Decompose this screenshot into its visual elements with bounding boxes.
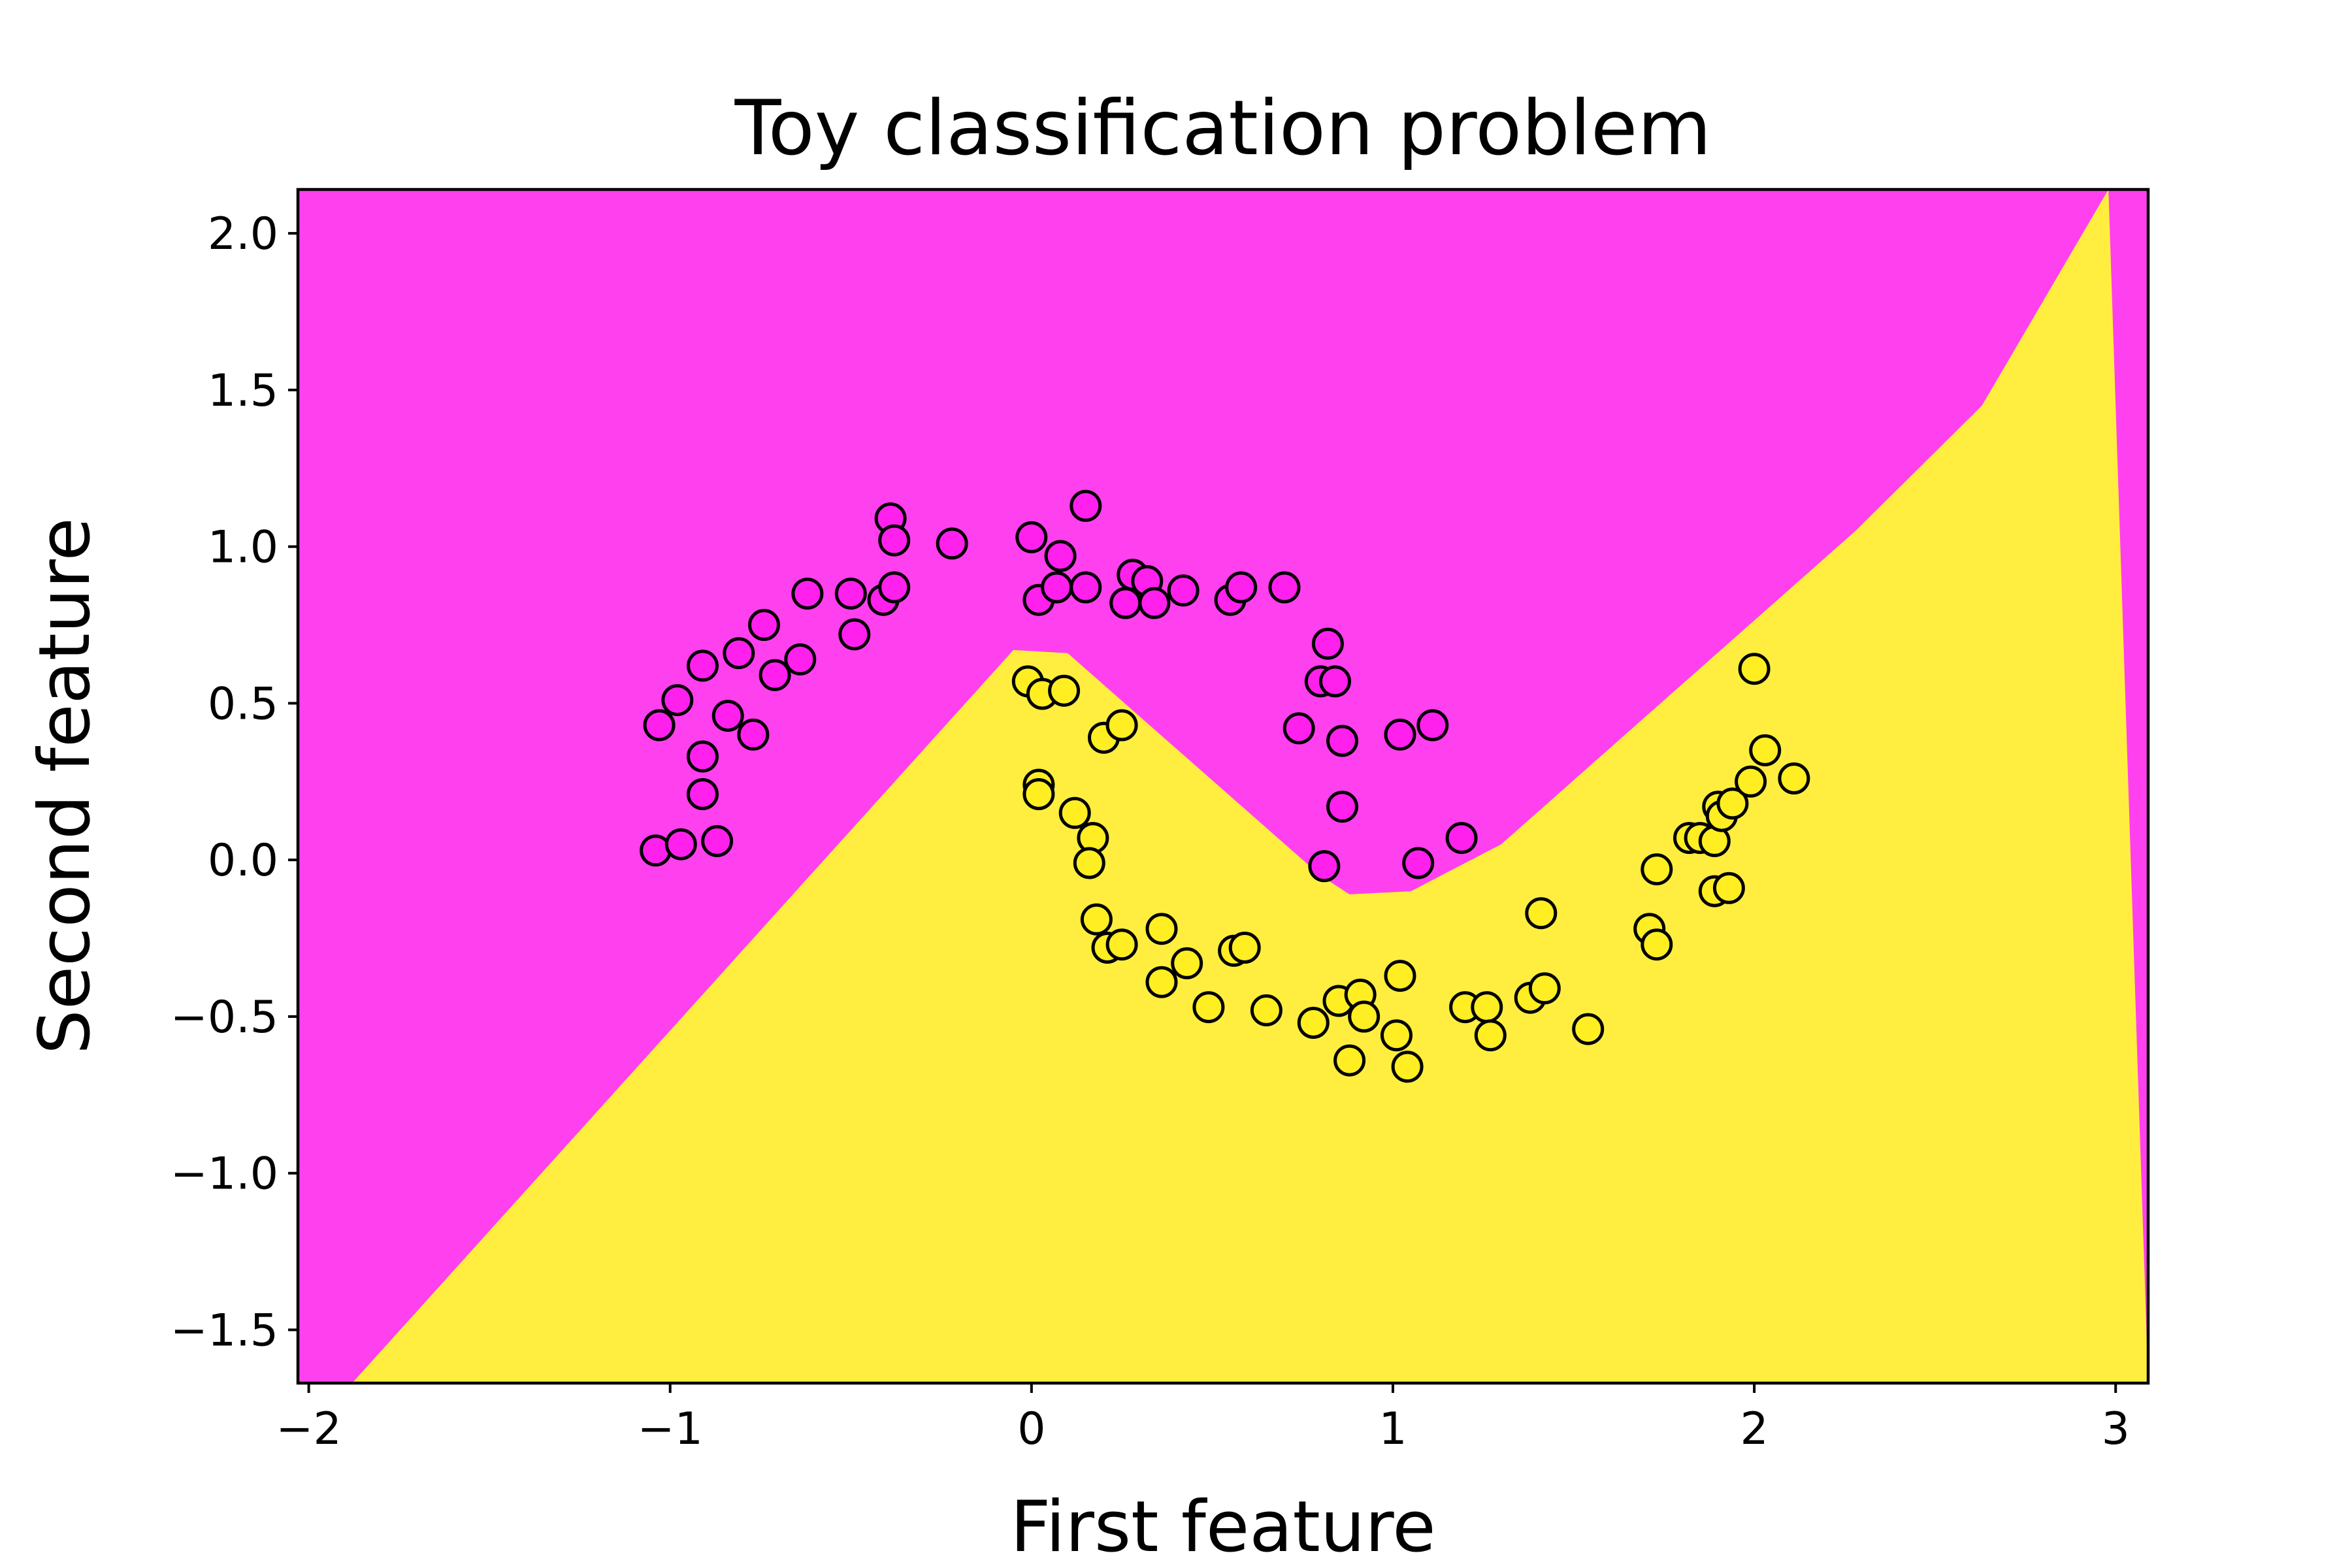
data-point-class-0 xyxy=(661,684,694,717)
data-point-class-1 xyxy=(1471,991,1503,1024)
y-tick-label: 1.5 xyxy=(208,365,278,417)
data-point-class-1 xyxy=(1348,1000,1380,1033)
y-tick-label: 0.0 xyxy=(208,835,278,887)
data-point-class-0 xyxy=(737,718,770,751)
x-tick-label: 1 xyxy=(1379,1403,1407,1455)
x-tick-label: 3 xyxy=(2102,1403,2130,1455)
data-point-class-1 xyxy=(1391,1051,1424,1083)
data-point-class-1 xyxy=(1749,734,1782,766)
x-tick-label: 2 xyxy=(1740,1403,1768,1455)
x-tick-label: 0 xyxy=(1017,1403,1045,1455)
data-point-class-1 xyxy=(1080,903,1113,936)
data-point-class-0 xyxy=(1070,571,1102,604)
data-point-class-0 xyxy=(687,740,719,773)
data-point-class-0 xyxy=(1109,587,1142,619)
data-point-class-1 xyxy=(1048,674,1081,707)
x-axis: −2 −1 0 1 2 3 xyxy=(276,1383,2130,1455)
data-point-class-1 xyxy=(1735,765,1767,798)
plot-frame xyxy=(296,188,2150,1385)
data-point-class-0 xyxy=(643,709,676,742)
data-point-class-1 xyxy=(1380,1019,1413,1052)
x-tick-label: −2 xyxy=(276,1403,341,1455)
data-point-class-0 xyxy=(784,643,817,676)
class-1-region xyxy=(352,189,2148,1383)
x-axis-label: First feature xyxy=(1010,1486,1436,1568)
scatter-points xyxy=(640,489,1810,1083)
y-tick-label: 0.5 xyxy=(208,678,278,730)
data-point-class-0 xyxy=(1070,489,1102,522)
data-point-class-1 xyxy=(1250,994,1282,1026)
data-point-class-0 xyxy=(1282,712,1315,745)
data-point-class-1 xyxy=(1228,932,1261,964)
data-point-class-1 xyxy=(1105,928,1138,961)
data-point-class-0 xyxy=(1138,587,1171,619)
data-point-class-0 xyxy=(748,609,780,641)
y-tick-label: 2.0 xyxy=(208,208,278,260)
data-point-class-0 xyxy=(687,778,719,810)
data-point-class-0 xyxy=(1326,725,1358,757)
data-point-class-0 xyxy=(1416,709,1449,742)
y-tick-label: 1.0 xyxy=(208,522,278,574)
y-axis-label: Second feature xyxy=(24,517,106,1054)
chart-title: Toy classification problem xyxy=(734,84,1712,172)
data-point-class-0 xyxy=(1225,571,1258,604)
data-point-class-1 xyxy=(1641,928,1673,961)
data-point-class-1 xyxy=(1022,778,1055,810)
data-point-class-0 xyxy=(1015,521,1048,553)
data-point-class-1 xyxy=(1073,847,1105,879)
data-point-class-1 xyxy=(1171,947,1203,979)
data-point-class-0 xyxy=(791,578,824,610)
data-point-class-0 xyxy=(1268,571,1301,604)
data-point-class-1 xyxy=(1641,853,1673,886)
data-point-class-0 xyxy=(878,524,911,557)
data-point-class-0 xyxy=(1326,791,1358,823)
data-point-class-1 xyxy=(1778,762,1810,794)
data-point-class-0 xyxy=(1311,627,1344,660)
data-point-class-0 xyxy=(711,700,744,732)
data-point-class-0 xyxy=(1402,847,1435,879)
plot-area xyxy=(296,188,2150,1385)
data-point-class-0 xyxy=(1445,822,1478,855)
y-axis: −1.5 −1.0 −0.5 0.0 0.5 1.0 1.5 2.0 xyxy=(171,208,298,1356)
data-point-class-0 xyxy=(687,649,719,682)
data-point-class-0 xyxy=(1319,665,1351,698)
data-point-class-1 xyxy=(1712,872,1745,904)
data-point-class-1 xyxy=(1474,1019,1507,1052)
data-point-class-1 xyxy=(1105,709,1138,742)
data-point-class-1 xyxy=(1058,796,1091,829)
data-point-class-1 xyxy=(1528,972,1561,1005)
data-point-class-0 xyxy=(701,825,734,857)
y-tick-label: −1.0 xyxy=(171,1149,278,1200)
data-point-class-1 xyxy=(1297,1007,1330,1039)
data-point-class-0 xyxy=(664,828,697,860)
data-point-class-1 xyxy=(1145,913,1178,945)
y-tick-label: −1.5 xyxy=(171,1305,278,1356)
x-tick-label: −1 xyxy=(638,1403,703,1455)
data-point-class-1 xyxy=(1333,1044,1366,1077)
data-point-class-0 xyxy=(1044,540,1077,572)
data-point-class-1 xyxy=(1145,966,1178,998)
data-point-class-1 xyxy=(1192,991,1225,1024)
data-point-class-0 xyxy=(834,578,867,610)
data-point-class-0 xyxy=(1041,571,1073,604)
data-point-class-1 xyxy=(1572,1013,1605,1045)
data-point-class-0 xyxy=(723,637,755,670)
data-point-class-1 xyxy=(1716,787,1749,820)
data-point-class-0 xyxy=(1308,850,1341,883)
data-point-class-0 xyxy=(838,618,871,651)
data-point-class-1 xyxy=(1738,653,1771,685)
y-tick-label: −0.5 xyxy=(171,992,278,1043)
data-point-class-1 xyxy=(1525,897,1558,930)
data-point-class-1 xyxy=(1384,960,1416,992)
data-point-class-0 xyxy=(759,659,791,691)
data-point-class-0 xyxy=(1167,574,1200,607)
data-point-class-0 xyxy=(878,571,911,604)
data-point-class-0 xyxy=(936,527,968,560)
data-point-class-0 xyxy=(1384,718,1416,751)
